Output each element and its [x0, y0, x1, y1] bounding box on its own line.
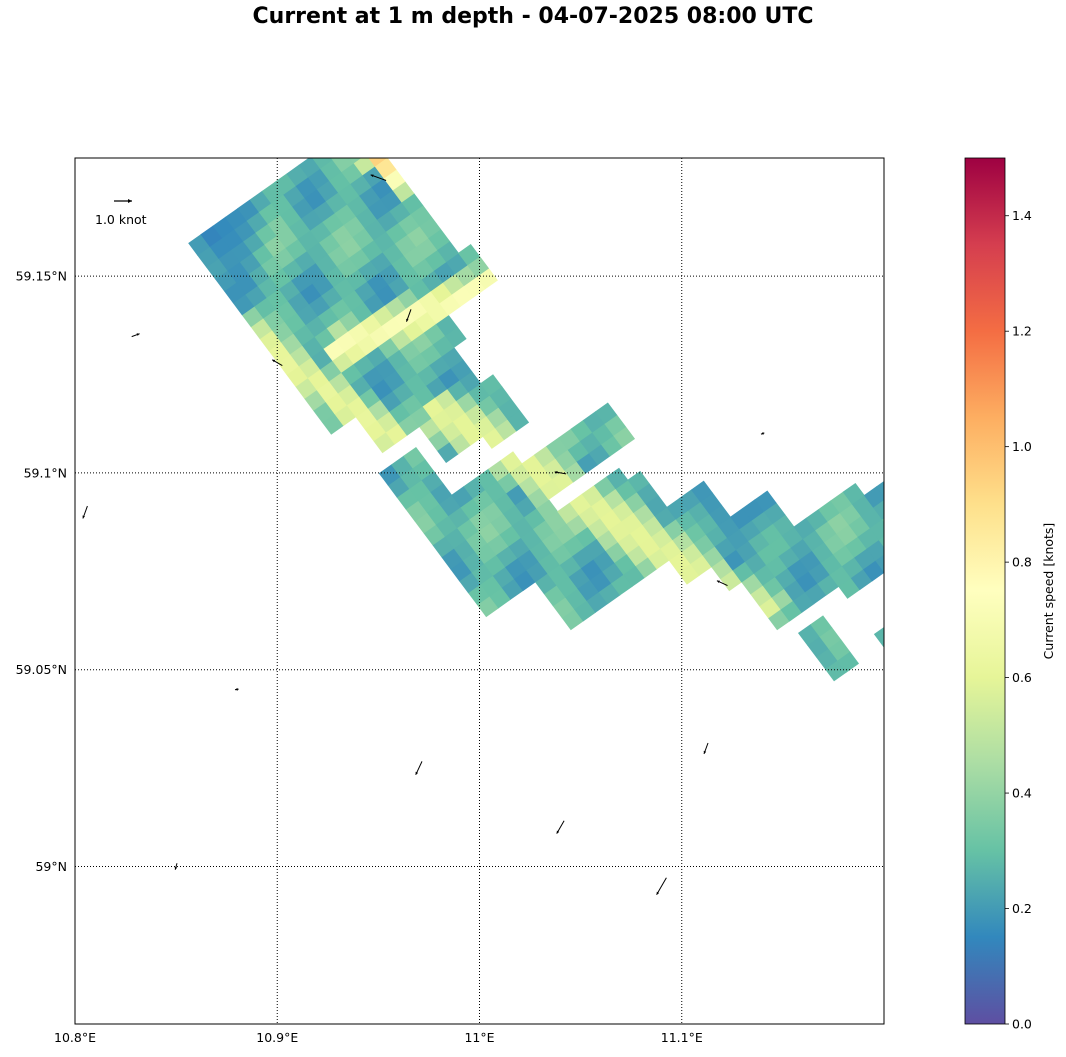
colorbar-axis: 0.0 0.2 0.4 0.6 0.8 1.0 1.2 1.4 — [1005, 208, 1032, 1032]
speed-cell — [874, 554, 884, 573]
speed-cell — [894, 502, 915, 523]
colorbar-tick-label: 0.6 — [1012, 670, 1032, 685]
speed-cell — [842, 482, 865, 505]
x-tick-label: 11°E — [464, 1030, 494, 1045]
quiver-key: 1.0 knot — [95, 199, 147, 227]
y-tick-label: 59.1°N — [24, 465, 67, 480]
x-tick-label: 10.8°E — [54, 1030, 96, 1045]
speed-cell — [357, 134, 378, 155]
speed-cell — [353, 158, 376, 176]
speed-cell — [903, 514, 924, 535]
x-tick-label: 11.1°E — [661, 1030, 703, 1045]
chart-title: Current at 1 m depth - 04-07-2025 08:00 … — [252, 4, 814, 29]
speed-cell — [595, 402, 618, 425]
colorbar-label: Current speed [knots] — [1041, 523, 1056, 660]
colorbar-tick-label: 0.4 — [1012, 786, 1032, 801]
quiver-key-label: 1.0 knot — [95, 212, 147, 227]
speed-cell — [403, 446, 426, 469]
arrow-head — [370, 174, 374, 178]
speed-cell — [882, 645, 884, 648]
speed-cell — [500, 451, 523, 473]
colorbar-tick-label: 0.2 — [1012, 901, 1032, 916]
graticule — [75, 158, 884, 1024]
arrow-head — [406, 318, 409, 322]
speed-cell — [458, 243, 481, 266]
speed-cell — [883, 572, 884, 573]
speed-cell — [627, 470, 650, 493]
plot-area — [75, 122, 934, 1024]
speed-cell — [810, 615, 833, 637]
speed-cell — [910, 473, 931, 494]
quiver-key-head — [128, 199, 132, 203]
arrow-head — [656, 891, 660, 895]
speed-cell — [899, 608, 920, 629]
speed-cell — [374, 158, 397, 179]
speed-cell — [876, 481, 884, 498]
colorbar-tick-label: 0.0 — [1012, 1017, 1032, 1032]
y-tick-label: 59.15°N — [16, 269, 67, 284]
speed-cell — [332, 158, 355, 173]
arrow-head — [761, 432, 764, 435]
colorbar-tick-label: 1.4 — [1012, 208, 1032, 223]
speed-cell — [348, 122, 369, 143]
speed-cell — [889, 469, 910, 490]
speed-cell — [754, 490, 777, 512]
x-axis: 10.8°E 10.9°E 11°E 11.1°E — [54, 1030, 703, 1045]
speed-cell — [881, 517, 884, 523]
speed-cell — [898, 481, 919, 502]
speed-cell — [910, 673, 931, 694]
arrow-head — [235, 687, 238, 691]
speed-cell — [312, 158, 333, 169]
x-tick-label: 10.9°E — [256, 1030, 298, 1045]
arrow-head — [272, 359, 276, 363]
speed-cell — [330, 158, 336, 161]
speed-field — [188, 122, 934, 768]
speed-cell — [896, 629, 917, 650]
speed-cell — [907, 493, 928, 514]
y-axis: 59°N 59.05°N 59.1°N 59.15°N — [16, 269, 67, 874]
colorbar-tick-label: 1.0 — [1012, 439, 1032, 454]
speed-cell — [901, 461, 922, 482]
colorbar-tick-label: 1.2 — [1012, 324, 1032, 339]
speed-cell — [900, 534, 921, 555]
colorbar-tick-label: 0.8 — [1012, 555, 1032, 570]
axes-frame — [74, 157, 885, 1025]
arrow-head — [554, 471, 558, 474]
speed-cell — [873, 626, 884, 647]
speed-cell — [886, 490, 907, 511]
current-arrow — [370, 174, 387, 181]
colorbar — [964, 157, 1006, 1025]
speed-cell — [908, 620, 929, 641]
speed-cell — [909, 747, 930, 768]
speed-cell — [912, 526, 933, 547]
speed-cell — [887, 617, 908, 638]
current-vectors — [82, 174, 765, 895]
y-tick-label: 59.05°N — [16, 662, 67, 677]
arrow-head — [82, 515, 85, 519]
speed-cell — [892, 649, 913, 670]
speed-cell — [909, 546, 930, 567]
speed-cell — [298, 158, 321, 178]
arrow-head — [136, 333, 140, 336]
speed-cell — [690, 480, 714, 503]
current-arrow — [656, 877, 667, 895]
arrow-head — [716, 580, 720, 583]
speed-cell — [349, 158, 362, 164]
arrow-head — [415, 771, 419, 775]
speed-cell — [897, 555, 918, 576]
speed-cell — [336, 130, 357, 151]
speed-cell — [904, 641, 925, 662]
speed-cell — [872, 499, 884, 520]
speed-cell — [480, 374, 503, 396]
arrow-head — [556, 830, 560, 834]
speed-cell — [913, 653, 934, 674]
speed-cell — [878, 535, 884, 548]
speed-cell — [888, 543, 909, 564]
speed-cell — [901, 661, 922, 682]
y-tick-label: 59°N — [35, 859, 67, 874]
speed-cell — [891, 523, 912, 544]
arrow-head — [174, 866, 178, 870]
arrow-head — [703, 750, 707, 754]
